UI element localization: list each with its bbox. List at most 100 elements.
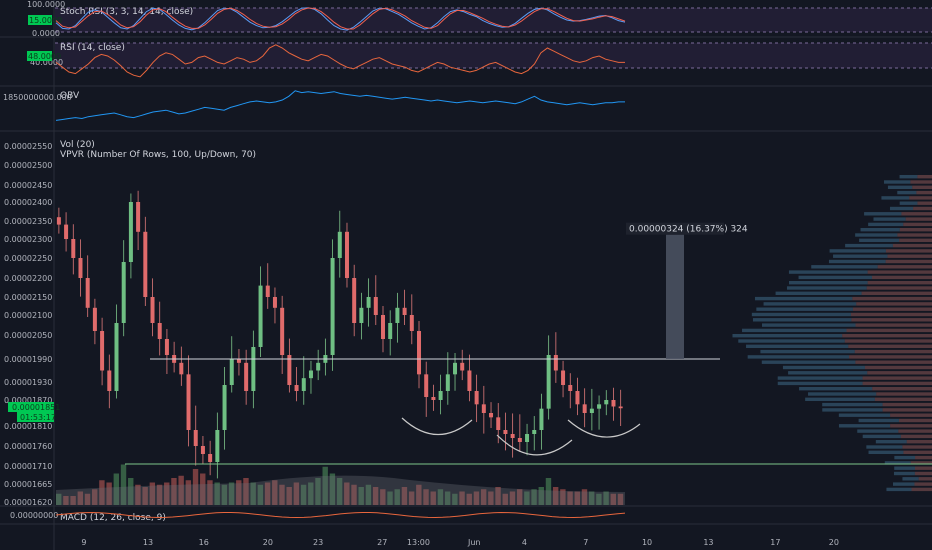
vpvr-row-up xyxy=(884,180,910,183)
vpvr-row-up xyxy=(894,467,915,470)
vpvr-row-down xyxy=(901,435,932,438)
macd-pane[interactable]: MACD (12, 26, close, 9) 0.00000000 xyxy=(10,511,625,523)
vpvr-row-down xyxy=(917,175,932,178)
candle-body xyxy=(352,278,356,323)
vpvr-row-down xyxy=(868,281,932,284)
price-pane[interactable]: Vol (20) VPVR (Number Of Rows, 100, Up/D… xyxy=(4,140,932,507)
candle-body xyxy=(619,407,623,409)
price-tick-label: 0.00002550 xyxy=(4,142,52,151)
rsi-badge-value: 48.0000 xyxy=(28,52,61,61)
vpvr-row-up xyxy=(893,482,914,485)
candle-body xyxy=(431,397,435,400)
candle-body xyxy=(539,409,543,430)
vpvr-row-down xyxy=(899,419,932,422)
candle-body xyxy=(237,359,241,363)
obv-pane[interactable]: OBV 1850000000.000 xyxy=(3,91,625,121)
candle-body xyxy=(143,232,147,297)
vpvr-row-up xyxy=(753,318,851,321)
stoch-title: Stoch RSI (3, 3, 14, 14, close) xyxy=(60,7,193,17)
measure-box[interactable] xyxy=(666,235,684,359)
vpvr-row-up xyxy=(886,488,911,491)
candle-body xyxy=(194,430,198,446)
candle-body xyxy=(280,308,284,355)
candle-body xyxy=(100,331,104,371)
candle-body xyxy=(417,331,421,374)
price-badge-value: 0.00001851 xyxy=(12,403,60,412)
candle-body xyxy=(525,434,529,442)
time-tick-label: 10 xyxy=(642,538,652,547)
price-tick-label: 0.00001665 xyxy=(4,480,52,489)
vpvr-row-down xyxy=(893,244,932,247)
candle-body xyxy=(331,258,335,355)
stoch-tick-bottom: 0.0000 xyxy=(32,29,60,38)
candle-body xyxy=(604,400,608,404)
vpvr-row-up xyxy=(868,223,903,226)
vpvr-row-down xyxy=(852,297,932,300)
candle-body xyxy=(129,202,133,262)
vpvr-row-up xyxy=(845,244,893,247)
candle-body xyxy=(561,371,565,386)
vpvr-row-down xyxy=(878,265,932,268)
vpvr-row-up xyxy=(764,302,857,305)
vpvr-row-up xyxy=(861,228,900,231)
candle-body xyxy=(345,232,349,278)
vpvr-row-down xyxy=(916,191,932,194)
candle-body xyxy=(518,438,522,442)
vpvr-row-up xyxy=(732,334,842,337)
measure-label: 0.00000324 (16.37%) 324 xyxy=(629,225,748,235)
candle-body xyxy=(93,308,97,331)
time-badge-value: 01:53:17 xyxy=(20,413,56,422)
obv-tick: 1850000000.000 xyxy=(3,93,72,102)
vpvr-row-down xyxy=(912,488,932,491)
price-tick-label: 0.00001930 xyxy=(4,378,52,387)
vpvr-row-down xyxy=(847,329,932,332)
vpvr-row-down xyxy=(912,186,932,189)
vpvr-row-down xyxy=(915,456,932,459)
candle-body xyxy=(496,417,500,430)
candle-body xyxy=(575,391,579,404)
candle-body xyxy=(187,374,191,430)
vpvr-row-down xyxy=(897,233,932,236)
candle-body xyxy=(381,315,385,339)
candle-body xyxy=(309,371,313,379)
candle-body xyxy=(453,363,457,375)
time-tick-label: 17 xyxy=(770,538,780,547)
time-tick-label: 16 xyxy=(199,538,209,547)
time-axis[interactable]: 9 13 16 20 23 27 13:00 Jun 4 7 10 13 17 20 xyxy=(81,538,839,547)
vpvr-row-up xyxy=(864,212,901,215)
vpvr-row-down xyxy=(917,202,932,205)
vpvr-row-down xyxy=(867,286,932,289)
vpvr-row-up xyxy=(799,387,872,390)
vpvr-row-down xyxy=(862,292,932,295)
candle-body xyxy=(511,434,515,438)
candle-body xyxy=(597,404,601,408)
vpvr-row-down xyxy=(883,403,932,406)
vpvr-row-up xyxy=(900,175,918,178)
vpvr-row-down xyxy=(876,392,932,395)
vpvr-row-up xyxy=(873,217,905,220)
time-tick-label: 9 xyxy=(81,538,86,547)
candle-body xyxy=(388,323,392,339)
candles xyxy=(57,191,623,479)
price-tick-label: 0.00001990 xyxy=(4,355,52,364)
candle-body xyxy=(302,378,306,391)
vpvr-row-down xyxy=(890,424,932,427)
rsi-pane[interactable]: RSI (14, close) 40.0000 48.0000 xyxy=(27,43,932,77)
candle-body xyxy=(122,262,126,323)
vpvr-row-down xyxy=(887,255,932,258)
price-tick-label: 0.00001620 xyxy=(4,498,52,507)
candle-body xyxy=(57,217,61,224)
candle-body xyxy=(151,297,155,323)
time-tick-label: 13 xyxy=(703,538,713,547)
vpvr-row-up xyxy=(805,398,875,401)
stoch-pane[interactable]: Stoch RSI (3, 3, 14, 14, close) 100.0000… xyxy=(27,0,932,38)
vpvr-row-down xyxy=(845,339,932,342)
vpvr-row-up xyxy=(869,451,904,454)
candle-body xyxy=(201,446,205,454)
price-tick-label: 0.00001810 xyxy=(4,422,52,431)
candle-body xyxy=(489,413,493,417)
price-tick-label: 0.00002100 xyxy=(4,311,52,320)
candle-body xyxy=(86,278,90,308)
